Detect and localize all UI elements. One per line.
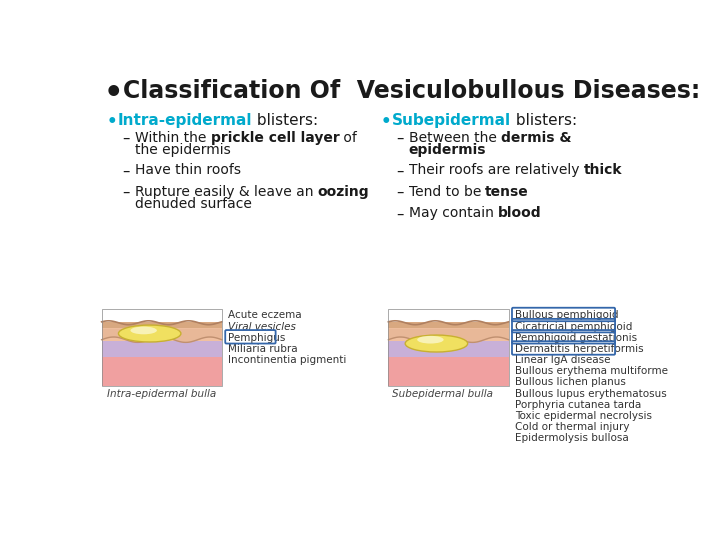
Bar (388, 309, 508, 386)
Bar (102, 351, 222, 386)
Text: Cicatricial pemphigoid: Cicatricial pemphigoid (515, 322, 632, 332)
Ellipse shape (417, 336, 444, 343)
Bar (102, 335, 222, 356)
Text: Incontinentia pigmenti: Incontinentia pigmenti (228, 355, 346, 365)
Ellipse shape (119, 325, 181, 342)
Ellipse shape (405, 335, 468, 352)
Text: –: – (122, 185, 130, 200)
Bar (102, 325, 222, 341)
Text: Bullous lichen planus: Bullous lichen planus (515, 377, 626, 387)
Text: Bullous pemphigoid: Bullous pemphigoid (515, 310, 618, 320)
Bar (102, 309, 222, 386)
Bar (102, 322, 222, 328)
Text: blisters:: blisters: (253, 112, 318, 127)
Text: thick: thick (583, 164, 622, 177)
Text: Tend to be: Tend to be (408, 185, 485, 199)
Text: Intra-epidermal: Intra-epidermal (118, 112, 253, 127)
Text: prickle cell layer: prickle cell layer (211, 131, 339, 145)
Ellipse shape (130, 327, 157, 334)
Text: Bullous lupus erythematosus: Bullous lupus erythematosus (515, 389, 667, 399)
Text: –: – (396, 206, 403, 221)
Text: Miliaria rubra: Miliaria rubra (228, 344, 297, 354)
Text: Bullous erythema multiforme: Bullous erythema multiforme (515, 366, 667, 376)
Text: •: • (104, 79, 123, 107)
Text: –: – (396, 185, 403, 200)
Text: Acute eczema: Acute eczema (228, 310, 302, 320)
Text: Their roofs are relatively: Their roofs are relatively (408, 164, 583, 177)
Text: –: – (396, 164, 403, 178)
Text: Within the: Within the (135, 131, 211, 145)
Bar (388, 322, 508, 328)
Text: Rupture easily & leave an: Rupture easily & leave an (135, 185, 318, 199)
Text: Toxic epidermal necrolysis: Toxic epidermal necrolysis (515, 411, 652, 421)
Text: •: • (381, 112, 391, 131)
Text: Classification Of  Vesiculobullous Diseases:: Classification Of Vesiculobullous Diseas… (122, 79, 700, 103)
Text: oozing: oozing (318, 185, 369, 199)
Bar (388, 325, 508, 341)
Text: Linear IgA disease: Linear IgA disease (515, 355, 611, 365)
Text: –: – (396, 131, 403, 146)
Text: •: • (107, 112, 117, 131)
Text: Pemphigoid gestationis: Pemphigoid gestationis (515, 333, 636, 343)
Text: denuded surface: denuded surface (135, 197, 252, 211)
Text: blood: blood (498, 206, 541, 220)
Text: dermis &: dermis & (501, 131, 571, 145)
Text: Cold or thermal injury: Cold or thermal injury (515, 422, 629, 432)
Text: Have thin roofs: Have thin roofs (135, 164, 241, 177)
Text: –: – (122, 131, 130, 146)
Text: Subepidermal bulla: Subepidermal bulla (392, 389, 493, 399)
Text: Intra-epidermal bulla: Intra-epidermal bulla (107, 389, 216, 399)
Text: Subepidermal: Subepidermal (392, 112, 510, 127)
Text: blisters:: blisters: (510, 112, 577, 127)
Text: –: – (122, 164, 130, 178)
Bar (388, 335, 508, 356)
Text: Viral vesicles: Viral vesicles (228, 322, 296, 332)
Text: Pemphigus: Pemphigus (228, 333, 285, 343)
Text: Dermatitis herpetiformis: Dermatitis herpetiformis (515, 344, 644, 354)
Text: epidermis: epidermis (408, 143, 486, 157)
Text: Epidermolysis bullosa: Epidermolysis bullosa (515, 433, 629, 443)
Text: the epidermis: the epidermis (135, 143, 230, 157)
Text: of: of (339, 131, 357, 145)
Text: Porphyria cutanea tarda: Porphyria cutanea tarda (515, 400, 641, 410)
Text: tense: tense (485, 185, 529, 199)
Text: May contain: May contain (408, 206, 498, 220)
Bar (388, 351, 508, 386)
Text: Between the: Between the (408, 131, 501, 145)
